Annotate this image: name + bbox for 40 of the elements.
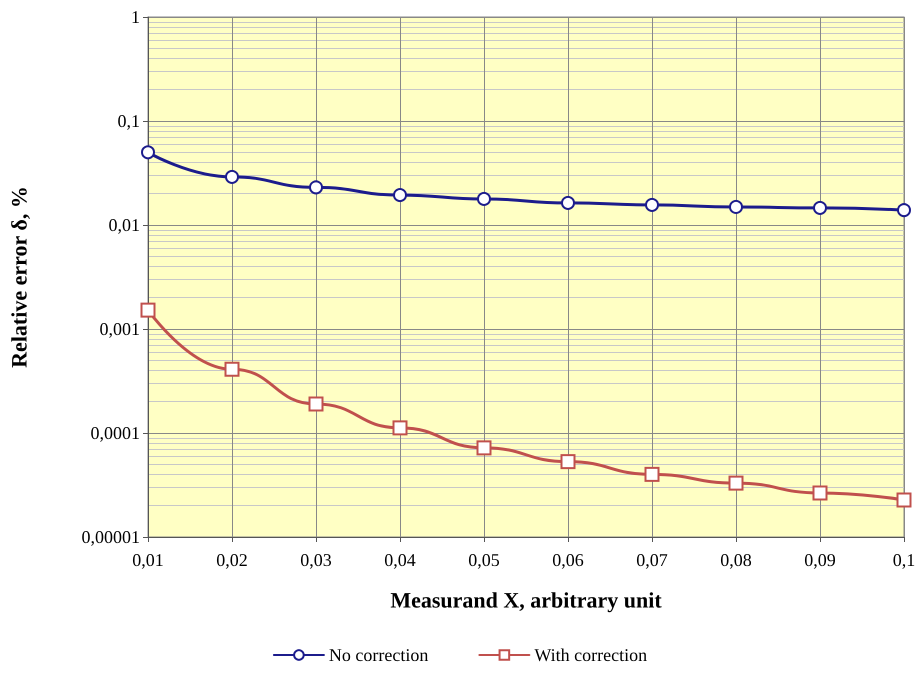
point xyxy=(897,203,911,218)
x-tick-label: 0,06 xyxy=(552,550,584,570)
x-tick-label: 0,08 xyxy=(720,550,752,570)
y-tick-label: 0,0001 xyxy=(90,423,140,443)
point xyxy=(560,454,576,470)
point xyxy=(224,362,240,377)
point xyxy=(393,188,407,202)
x-tick-label: 0,09 xyxy=(804,550,836,570)
point xyxy=(477,192,491,206)
point xyxy=(140,302,156,318)
point xyxy=(813,200,827,215)
x-tick-label: 0,03 xyxy=(300,550,332,570)
x-tick-label: 0,1 xyxy=(892,550,916,570)
x-tick-label: 0,02 xyxy=(216,550,248,570)
legend-label: With correction xyxy=(534,645,648,665)
point xyxy=(225,170,239,184)
point xyxy=(141,145,155,160)
point xyxy=(728,476,744,491)
y-tick-label: 0,01 xyxy=(108,215,140,235)
point xyxy=(812,485,828,500)
point xyxy=(644,466,660,482)
y-tick-label: 0,1 xyxy=(118,111,140,131)
x-tick-label: 0,05 xyxy=(468,550,500,570)
point xyxy=(561,196,575,210)
point xyxy=(308,396,324,412)
legend-label: No correction xyxy=(328,645,428,665)
point xyxy=(392,420,408,436)
x-tick-label: 0,04 xyxy=(384,550,416,570)
x-axis-title: Measurand X, arbitrary unit xyxy=(390,588,662,612)
y-tick-label: 1 xyxy=(131,7,140,27)
y-tick-label: 0,00001 xyxy=(82,527,140,547)
point xyxy=(476,440,492,456)
point xyxy=(645,198,659,212)
point xyxy=(309,180,323,194)
x-tick-label: 0,01 xyxy=(132,550,164,570)
y-tick-label: 0,001 xyxy=(100,319,140,339)
point xyxy=(896,492,912,508)
x-tick-label: 0,07 xyxy=(636,550,668,570)
y-axis-title: Relative error δ, % xyxy=(6,186,32,368)
point xyxy=(729,200,743,214)
